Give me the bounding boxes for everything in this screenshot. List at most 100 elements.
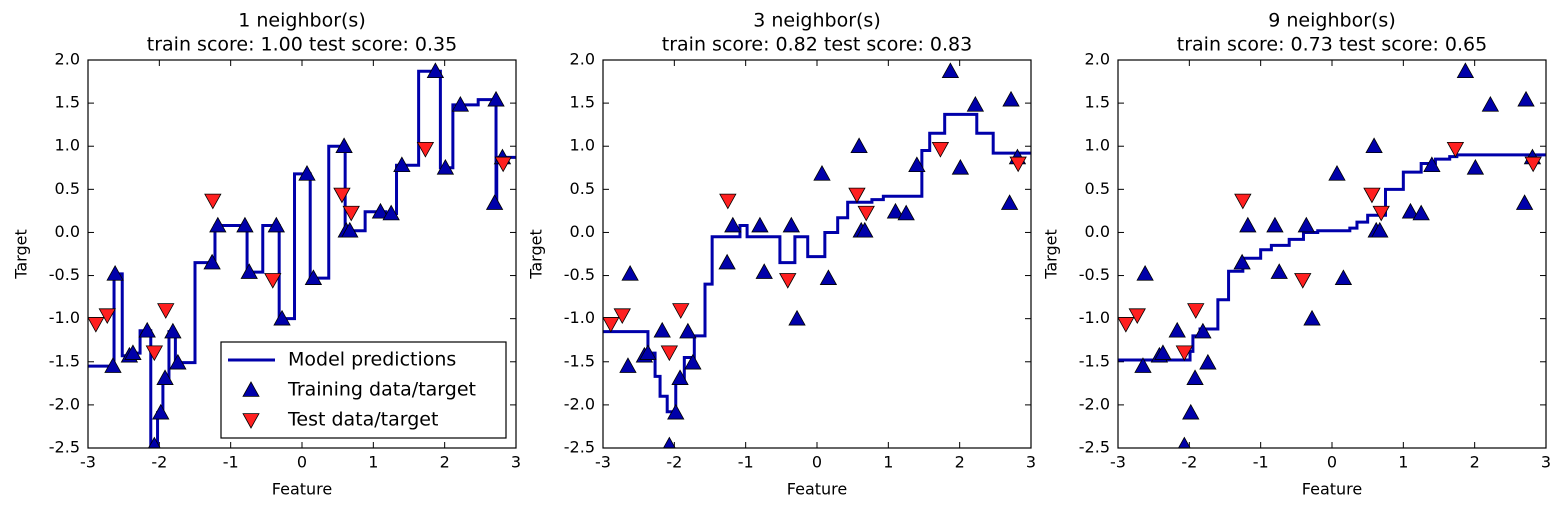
training-point bbox=[1517, 90, 1535, 107]
y-tick-label: -1.5 bbox=[564, 351, 595, 370]
y-tick-label: -2.5 bbox=[1079, 438, 1110, 457]
x-tick-label: 3 bbox=[511, 453, 521, 472]
training-point bbox=[788, 309, 806, 326]
x-tick-label: 0 bbox=[297, 453, 307, 472]
x-tick-label: 3 bbox=[1026, 453, 1036, 472]
training-point bbox=[1297, 216, 1315, 233]
test-point bbox=[1009, 156, 1027, 173]
training-point bbox=[1154, 344, 1172, 360]
training-point bbox=[850, 137, 868, 154]
training-point bbox=[138, 321, 156, 338]
subplot: 3 neighbor(s)train score: 0.82 test scor… bbox=[527, 10, 1037, 499]
test-point bbox=[660, 345, 679, 362]
x-tick-label: -2 bbox=[666, 453, 682, 472]
legend-swatch bbox=[242, 413, 260, 429]
x-axis-label: Feature bbox=[1302, 480, 1362, 499]
training-point bbox=[1233, 253, 1251, 270]
x-tick-label: -2 bbox=[151, 453, 167, 472]
axes-frame bbox=[1117, 59, 1547, 449]
x-axis-label: Feature bbox=[787, 480, 847, 499]
training-point bbox=[966, 96, 985, 112]
training-point bbox=[1456, 62, 1475, 79]
training-point bbox=[813, 164, 831, 181]
training-point bbox=[1136, 265, 1154, 281]
chart-title: 1 neighbor(s) bbox=[238, 10, 365, 32]
y-tick-label: -2.0 bbox=[49, 394, 80, 413]
y-tick-label: 1.0 bbox=[570, 136, 595, 155]
plot-area bbox=[1118, 62, 1546, 448]
test-point bbox=[672, 303, 690, 319]
x-tick-label: -1 bbox=[738, 453, 754, 472]
training-point bbox=[1303, 309, 1321, 326]
x-tick-label: -2 bbox=[1181, 453, 1197, 472]
training-point bbox=[679, 322, 697, 339]
training-point bbox=[341, 221, 359, 238]
legend-label: Model predictions bbox=[288, 349, 456, 371]
y-tick-label: -2.0 bbox=[564, 394, 595, 413]
plot-area bbox=[603, 62, 1031, 448]
y-axis-label: Target bbox=[12, 229, 31, 280]
y-tick-label: 0.5 bbox=[55, 179, 80, 198]
y-tick-label: -2.5 bbox=[49, 438, 80, 457]
y-tick-label: -1.0 bbox=[49, 308, 80, 327]
y-tick-label: 2.0 bbox=[570, 50, 595, 69]
training-point bbox=[124, 344, 142, 360]
x-tick-label: -3 bbox=[80, 453, 96, 472]
test-point bbox=[1363, 187, 1381, 204]
legend-label: Test data/target bbox=[287, 409, 438, 431]
training-point bbox=[267, 216, 285, 233]
test-point bbox=[1128, 308, 1146, 325]
training-point bbox=[1266, 216, 1284, 233]
test-point bbox=[1524, 156, 1542, 173]
y-tick-label: -0.5 bbox=[49, 265, 80, 284]
y-tick-label: -1.5 bbox=[49, 351, 80, 370]
y-tick-label: -2.5 bbox=[564, 438, 595, 457]
training-point bbox=[148, 436, 161, 448]
axes-frame bbox=[87, 59, 517, 449]
training-point bbox=[1199, 353, 1217, 370]
y-axis-label: Target bbox=[527, 229, 546, 280]
training-point bbox=[426, 62, 445, 79]
training-point bbox=[941, 62, 960, 79]
prediction-line bbox=[1118, 153, 1546, 362]
training-point bbox=[335, 137, 353, 154]
test-point bbox=[1372, 205, 1390, 222]
axes-frame bbox=[602, 59, 1032, 449]
x-tick-label: 2 bbox=[440, 453, 450, 472]
training-point bbox=[371, 202, 390, 219]
y-tick-label: -1.5 bbox=[1079, 351, 1110, 370]
training-point bbox=[684, 353, 702, 370]
training-point bbox=[718, 253, 736, 270]
training-point bbox=[106, 265, 124, 281]
training-point bbox=[487, 90, 505, 107]
x-tick-label: -1 bbox=[223, 453, 239, 472]
training-point bbox=[1239, 216, 1257, 233]
test-point bbox=[1175, 345, 1194, 362]
y-tick-label: 0.5 bbox=[1085, 179, 1110, 198]
training-point bbox=[886, 202, 905, 219]
test-point bbox=[145, 345, 164, 362]
x-tick-label: 1 bbox=[883, 453, 893, 472]
training-point bbox=[751, 216, 769, 233]
training-point bbox=[1412, 204, 1430, 221]
test-point bbox=[88, 317, 105, 333]
training-point bbox=[382, 204, 400, 221]
training-point bbox=[663, 436, 676, 448]
training-point bbox=[298, 164, 316, 181]
y-tick-label: 2.0 bbox=[55, 50, 80, 69]
test-point bbox=[204, 193, 222, 210]
legend-swatch bbox=[242, 381, 260, 397]
subplot: 9 neighbor(s)train score: 0.73 test scor… bbox=[1042, 10, 1552, 499]
training-point bbox=[1365, 137, 1383, 154]
y-tick-label: 2.0 bbox=[1085, 50, 1110, 69]
test-point bbox=[264, 273, 282, 289]
training-point bbox=[1002, 90, 1020, 107]
test-point bbox=[98, 308, 116, 325]
training-point bbox=[1194, 322, 1212, 339]
chart-title: 3 neighbor(s) bbox=[753, 10, 880, 32]
training-point bbox=[1178, 436, 1191, 448]
y-tick-label: 0.0 bbox=[55, 222, 80, 241]
prediction-line bbox=[603, 112, 1031, 414]
test-point bbox=[333, 187, 351, 204]
test-point bbox=[719, 193, 737, 210]
